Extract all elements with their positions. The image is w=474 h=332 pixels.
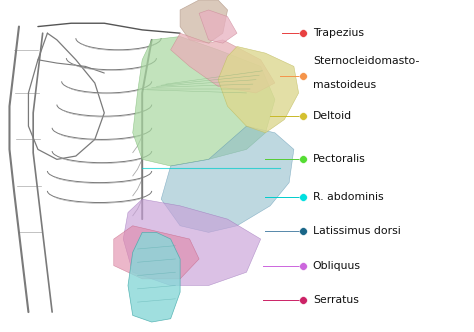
Polygon shape xyxy=(128,232,180,322)
Polygon shape xyxy=(180,0,228,43)
Text: Deltoid: Deltoid xyxy=(313,111,352,121)
Polygon shape xyxy=(161,126,294,232)
Text: mastoideus: mastoideus xyxy=(313,80,376,90)
Polygon shape xyxy=(199,10,237,43)
Polygon shape xyxy=(123,199,261,286)
Text: Serratus: Serratus xyxy=(313,295,359,305)
Text: R. abdominis: R. abdominis xyxy=(313,192,383,202)
Text: Trapezius: Trapezius xyxy=(313,28,364,38)
Text: Obliquus: Obliquus xyxy=(313,261,361,271)
Text: Latissimus dorsi: Latissimus dorsi xyxy=(313,226,401,236)
Polygon shape xyxy=(133,37,275,166)
Text: Pectoralis: Pectoralis xyxy=(313,154,365,164)
Polygon shape xyxy=(171,33,275,93)
Text: Sternocleidomasto-: Sternocleidomasto- xyxy=(313,56,419,66)
FancyBboxPatch shape xyxy=(0,0,308,332)
Polygon shape xyxy=(114,226,199,279)
Polygon shape xyxy=(218,46,299,133)
